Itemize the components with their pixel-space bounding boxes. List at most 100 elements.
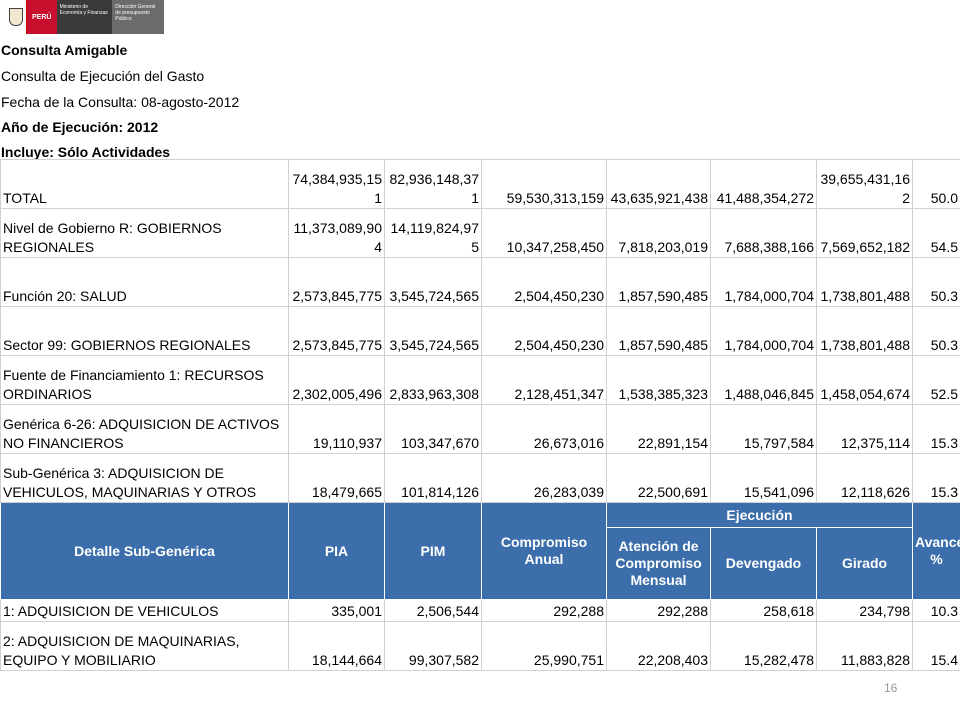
cell-devengado: 1,784,000,704 [710,257,817,307]
cell-pia: 2,573,845,775 [288,257,385,307]
cell-devengado: 15,282,478 [710,621,817,671]
cell-label: Fuente de Financiamiento 1: RECURSOS ORD… [0,355,289,405]
table-row: TOTAL 74,384,935,151 82,936,148,371 59,530,… [0,159,960,209]
cell-pim: 82,936,148,371 [384,159,482,209]
cell-pim: 101,814,126 [384,453,482,503]
table-row: Sub-Genérica 3: ADQUISICION DE VEHICULOS… [0,453,960,503]
cell-girado: 11,883,828 [816,621,913,671]
cell-pia: 2,302,005,496 [288,355,385,405]
cell-atencion: 1,857,590,485 [606,306,711,356]
cell-girado: 39,655,431,162 [816,159,913,209]
cell-atencion: 7,818,203,019 [606,208,711,258]
col-pim: PIM [384,502,482,600]
cell-girado: 12,118,626 [816,453,913,503]
col-avance: Avance % [912,502,960,600]
table-row: Sector 99: GOBIERNOS REGIONALES 2,573,845… [0,306,960,356]
cell-compromiso: 25,990,751 [481,621,607,671]
cell-compromiso: 59,530,313,159 [481,159,607,209]
cell-devengado: 7,688,388,166 [710,208,817,258]
cell-compromiso: 26,283,039 [481,453,607,503]
cell-label: Sub-Genérica 3: ADQUISICION DE VEHICULOS… [0,453,289,503]
page-subtitle: Consulta de Ejecución del Gasto [1,68,205,84]
cell-pim: 2,833,963,308 [384,355,482,405]
cell-girado: 1,738,801,488 [816,257,913,307]
cell-pia: 18,144,664 [288,621,385,671]
col-compromiso: Compromiso Anual [481,502,607,600]
cell-pim: 2,506,544 [384,599,482,622]
cell-avance: 52.5 [912,355,960,405]
cell-avance: 54.5 [912,208,960,258]
logo-peru: PERÚ [26,0,57,34]
table-row: Fuente de Financiamiento 1: RECURSOS ORD… [0,355,960,405]
cell-pim: 103,347,670 [384,404,482,454]
cell-devengado: 1,488,046,845 [710,355,817,405]
cell-pia: 19,110,937 [288,404,385,454]
cell-label: 1: ADQUISICION DE VEHICULOS [0,599,289,622]
cell-devengado: 258,618 [710,599,817,622]
coat-of-arms-icon [4,0,27,34]
cell-avance: 10.3 [912,599,960,622]
cell-pia: 335,001 [288,599,385,622]
col-pia: PIA [288,502,385,600]
detail-rows: 1: ADQUISICION DE VEHICULOS 335,001 2,506,… [0,599,960,671]
col-girado: Girado [816,527,913,600]
cell-avance: 50.3 [912,257,960,307]
cell-pim: 14,119,824,975 [384,208,482,258]
cell-devengado: 15,797,584 [710,404,817,454]
detail-header: Detalle Sub-Genérica PIA PIM Compromiso … [0,502,960,600]
summary-rows: TOTAL 74,384,935,151 82,936,148,371 59,530,… [0,159,960,503]
cell-label: Sector 99: GOBIERNOS REGIONALES [0,306,289,356]
cell-avance: 50.3 [912,306,960,356]
cell-label: Función 20: SALUD [0,257,289,307]
cell-atencion: 22,500,691 [606,453,711,503]
cell-compromiso: 2,128,451,347 [481,355,607,405]
cell-label: Genérica 6-26: ADQUISICION DE ACTIVOS NO… [0,404,289,454]
logo-ministry: Ministerio de Economía y Finanzas [56,0,113,34]
cell-avance: 15.3 [912,404,960,454]
cell-girado: 1,738,801,488 [816,306,913,356]
cell-devengado: 41,488,354,272 [710,159,817,209]
cell-compromiso: 2,504,450,230 [481,306,607,356]
cell-atencion: 22,891,154 [606,404,711,454]
cell-pim: 99,307,582 [384,621,482,671]
logo-direction: Dirección General de presupuesto Público [112,0,164,34]
cell-avance: 15.4 [912,621,960,671]
cell-compromiso: 26,673,016 [481,404,607,454]
cell-avance: 50.0 [912,159,960,209]
col-ejecucion: Ejecución [606,502,913,528]
col-devengado: Devengado [710,527,817,600]
cell-atencion: 1,538,385,323 [606,355,711,405]
cell-label: TOTAL [0,159,289,209]
cell-atencion: 292,288 [606,599,711,622]
cell-pim: 3,545,724,565 [384,257,482,307]
cell-label: 2: ADQUISICION DE MAQUINARIAS, EQUIPO Y … [0,621,289,671]
query-date: Fecha de la Consulta: 08-agosto-2012 [1,94,240,110]
cell-atencion: 1,857,590,485 [606,257,711,307]
cell-atencion: 43,635,921,438 [606,159,711,209]
cell-girado: 1,458,054,674 [816,355,913,405]
cell-girado: 7,569,652,182 [816,208,913,258]
mef-logo: PERÚ Ministerio de Economía y Finanzas D… [4,0,164,34]
table-row: 1: ADQUISICION DE VEHICULOS 335,001 2,506,… [0,599,960,622]
cell-compromiso: 2,504,450,230 [481,257,607,307]
page-number: 16 [884,681,898,695]
table-row: Nivel de Gobierno R: GOBIERNOS REGIONALE… [0,208,960,258]
cell-pia: 74,384,935,151 [288,159,385,209]
cell-pia: 2,573,845,775 [288,306,385,356]
app-title: Consulta Amigable [1,42,128,58]
cell-devengado: 15,541,096 [710,453,817,503]
cell-pia: 11,373,089,904 [288,208,385,258]
cell-avance: 15.3 [912,453,960,503]
execution-year: Año de Ejecución: 2012 [1,119,159,135]
table-row: 2: ADQUISICION DE MAQUINARIAS, EQUIPO Y … [0,621,960,671]
cell-girado: 234,798 [816,599,913,622]
table-row: Genérica 6-26: ADQUISICION DE ACTIVOS NO… [0,404,960,454]
cell-devengado: 1,784,000,704 [710,306,817,356]
table-row: Función 20: SALUD 2,573,845,775 3,545,724,… [0,257,960,307]
includes-filter: Incluye: Sólo Actividades [1,144,171,160]
cell-label: Nivel de Gobierno R: GOBIERNOS REGIONALE… [0,208,289,258]
execution-table: TOTAL 74,384,935,151 82,936,148,371 59,530,… [0,159,960,671]
cell-pia: 18,479,665 [288,453,385,503]
col-detalle: Detalle Sub-Genérica [0,502,289,600]
cell-compromiso: 292,288 [481,599,607,622]
